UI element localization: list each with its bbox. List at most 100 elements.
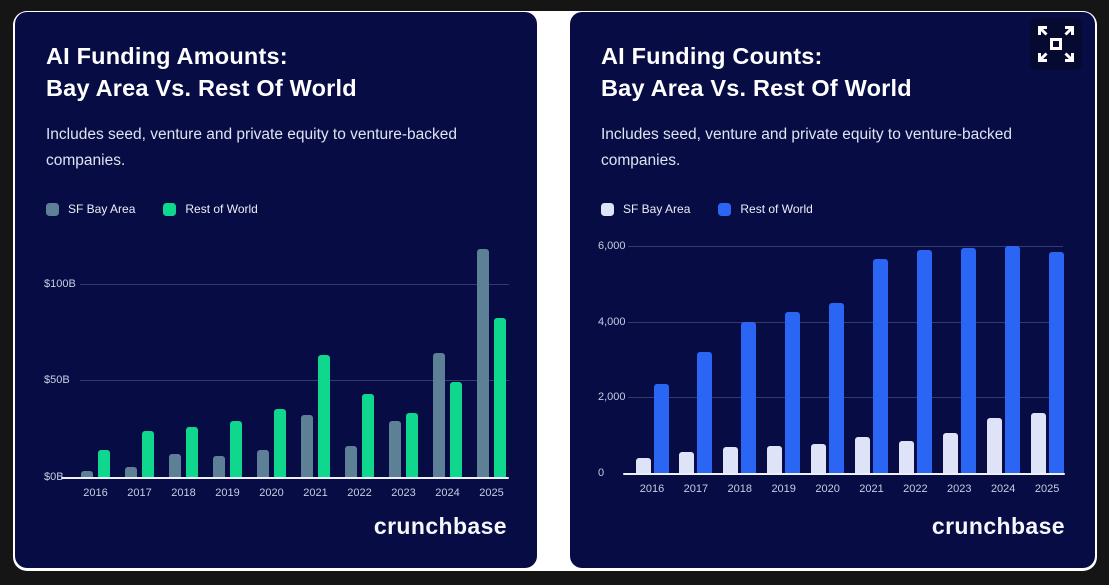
- bar-sf-bay-area-2016: [635, 457, 651, 473]
- bar-sf-bay-area-2017: [125, 467, 137, 477]
- y-tick-label: 6,000: [598, 240, 626, 253]
- bar-sf-bay-area-2025: [1030, 412, 1046, 473]
- bar-rest-of-world-2022: [916, 249, 932, 473]
- bar-sf-bay-area-2017: [679, 452, 695, 473]
- bar-rest-of-world-2020: [829, 302, 845, 473]
- bar-rest-of-world-2019: [230, 420, 242, 477]
- bar-sf-bay-area-2019: [213, 455, 225, 477]
- bar-rest-of-world-2016: [653, 384, 669, 473]
- fullscreen-expand-button[interactable]: [1030, 18, 1082, 70]
- crunchbase-wordmark: crunchbase: [931, 513, 1065, 539]
- funding-counts-chart: 0 2,000 4,000 6,000 2016 2017 2018 2019 2020 2021…: [570, 12, 1095, 568]
- legend: SF Bay Area Rest of World: [46, 202, 258, 216]
- legend-label: SF Bay Area: [623, 202, 691, 216]
- bar-sf-bay-area-2020: [257, 449, 269, 477]
- bar-sf-bay-area-2018: [723, 446, 739, 473]
- bar-rest-of-world-2024: [450, 382, 462, 477]
- bar-rest-of-world-2018: [741, 321, 757, 473]
- x-axis-baseline: [61, 477, 509, 479]
- rest-of-world-swatch: [163, 202, 177, 216]
- x-tick-label: 2017: [127, 487, 152, 499]
- x-tick-label: 2019: [771, 483, 796, 495]
- x-tick-label: 2020: [815, 483, 840, 495]
- bar-sf-bay-area-2018: [169, 453, 181, 477]
- title-line-2: Bay Area Vs. Rest Of World: [601, 75, 912, 101]
- x-tick-label: 2021: [859, 483, 884, 495]
- x-tick-label: 2023: [391, 487, 416, 499]
- legend-label: SF Bay Area: [68, 202, 136, 216]
- y-tick-label: 2,000: [598, 391, 626, 404]
- bar-rest-of-world-2018: [186, 426, 198, 477]
- x-tick-label: 2022: [347, 487, 372, 499]
- fullscreen-expand-icon: [1038, 26, 1074, 62]
- y-tick-label: $100B: [44, 277, 76, 290]
- y-tick-label: 4,000: [598, 315, 626, 328]
- x-tick-label: 2021: [303, 487, 328, 499]
- crunchbase-wordmark: crunchbase: [373, 513, 507, 539]
- bar-sf-bay-area-2025: [477, 248, 489, 477]
- bar-sf-bay-area-2020: [811, 443, 827, 473]
- bar-rest-of-world-2024: [1004, 246, 1020, 473]
- funding-amounts-card: AI Funding Amounts: Bay Area Vs. Rest Of …: [15, 12, 537, 568]
- x-axis-baseline: [623, 473, 1065, 475]
- x-tick-label: 2025: [1034, 483, 1060, 495]
- x-tick-label: 2024: [990, 483, 1016, 495]
- funding-amounts-title: AI Funding Amounts: Bay Area Vs. Rest Of …: [46, 40, 357, 104]
- funding-counts-title: AI Funding Counts: Bay Area Vs. Rest Of W…: [601, 40, 912, 104]
- x-tick-label: 2025: [479, 487, 504, 499]
- bar-sf-bay-area-2016: [81, 471, 93, 477]
- bar-rest-of-world-2021: [318, 355, 330, 477]
- bar-sf-bay-area-2023: [942, 432, 958, 473]
- x-tick-label: 2024: [435, 487, 460, 499]
- gridline-2000: [628, 397, 1063, 399]
- x-tick-label: 2017: [683, 483, 709, 495]
- bar-sf-bay-area-2019: [767, 445, 783, 473]
- bar-rest-of-world-2023: [406, 413, 418, 477]
- legend-item-rest-of-world: Rest of World: [718, 202, 813, 216]
- x-tick-label: 2022: [903, 483, 928, 495]
- x-tick-label: 2020: [259, 487, 284, 499]
- bar-rest-of-world-2017: [697, 352, 713, 473]
- gridline-4000: [628, 321, 1063, 323]
- bar-rest-of-world-2023: [960, 248, 976, 473]
- bar-sf-bay-area-2021: [301, 415, 313, 477]
- y-tick-label: $50B: [44, 374, 70, 387]
- bar-sf-bay-area-2023: [389, 420, 401, 477]
- bar-sf-bay-area-2022: [898, 440, 914, 473]
- bar-rest-of-world-2020: [274, 409, 286, 477]
- funding-counts-subtitle: Includes seed, venture and private equit…: [601, 126, 1013, 169]
- bar-sf-bay-area-2022: [345, 446, 357, 477]
- funding-amounts-chart: $0B $50B $100B 2016 2017 2018 2019 2020 2021 2022…: [15, 12, 537, 568]
- bar-sf-bay-area-2021: [855, 437, 870, 473]
- gridline-50B: [80, 380, 509, 382]
- funding-amounts-subtitle: Includes seed, venture and private equit…: [46, 126, 458, 169]
- x-tick-label: 2016: [639, 483, 665, 495]
- y-tick-label: $0B: [44, 471, 64, 483]
- bar-rest-of-world-2016: [98, 449, 110, 477]
- title-line-2: Bay Area Vs. Rest Of World: [46, 75, 357, 101]
- legend-item-rest-of-world: Rest of World: [163, 202, 258, 216]
- x-tick-label: 2019: [215, 487, 240, 499]
- legend-label: Rest of World: [740, 202, 813, 216]
- gridline-6000: [628, 246, 1063, 248]
- legend: SF Bay Area Rest of World: [601, 202, 813, 216]
- bar-rest-of-world-2025: [494, 318, 506, 477]
- bar-rest-of-world-2022: [362, 393, 374, 477]
- x-tick-label: 2018: [727, 483, 753, 495]
- legend-label: Rest of World: [185, 202, 258, 216]
- bar-sf-bay-area-2024: [986, 418, 1002, 473]
- funding-counts-card: AI Funding Counts: Bay Area Vs. Rest Of W…: [570, 12, 1095, 568]
- x-tick-label: 2016: [83, 487, 108, 499]
- y-tick-label: 0: [598, 467, 605, 479]
- bar-rest-of-world-2025: [1048, 251, 1064, 473]
- sf-bay-area-swatch: [601, 202, 614, 216]
- legend-item-sf-bay-area: SF Bay Area: [601, 202, 690, 216]
- bar-rest-of-world-2021: [873, 259, 888, 473]
- bar-sf-bay-area-2024: [433, 353, 445, 477]
- gridline-100B: [80, 283, 509, 285]
- sf-bay-area-swatch: [46, 202, 59, 216]
- title-line-1: AI Funding Amounts:: [46, 43, 288, 69]
- x-tick-label: 2023: [947, 483, 972, 495]
- bar-rest-of-world-2017: [142, 430, 154, 477]
